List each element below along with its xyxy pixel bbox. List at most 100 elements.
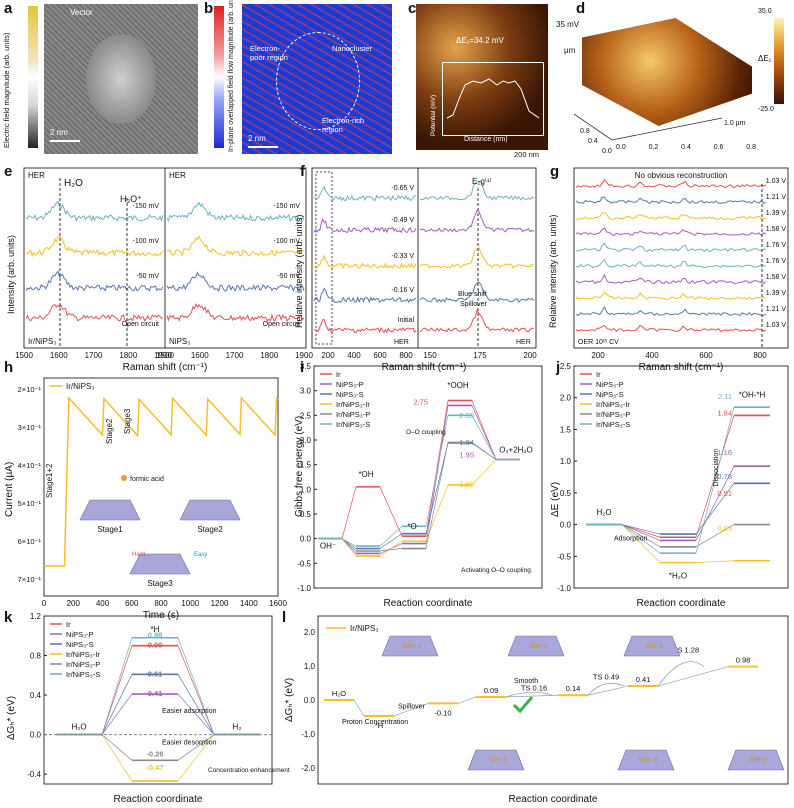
series-line-f-left	[313, 185, 417, 202]
xtick-h: 1200	[211, 599, 229, 608]
state-label-i: *OOH	[447, 381, 469, 390]
ytick-i: -0.5	[297, 559, 311, 568]
series-label-e-right: -50 mV	[277, 273, 300, 280]
scale-bar-a	[50, 140, 80, 142]
connector-j	[695, 560, 735, 563]
xtick-g: 800	[753, 351, 767, 360]
state-label-i: *O	[407, 522, 416, 531]
connector-i	[471, 459, 497, 486]
panel-label-h: h	[4, 359, 13, 376]
xlabel-h: Time (s)	[143, 610, 179, 621]
panel-b: b In-plane overlapped field flow magnitu…	[200, 0, 400, 156]
ytick-k: -0.4	[27, 770, 41, 779]
connector-l	[393, 703, 429, 717]
connector-j	[695, 483, 735, 535]
xlabel-f: Raman shift (cm⁻¹)	[382, 362, 467, 373]
series-line-g	[575, 227, 767, 237]
ytick-i: 2.0	[300, 436, 312, 445]
series-label-g: 1.58 V	[766, 274, 787, 281]
plot-frame-g	[573, 167, 789, 349]
xlabel-i: Reaction coordinate	[384, 598, 473, 609]
xtick-h: 400	[96, 599, 110, 608]
scale-label-b: 2 nm	[248, 134, 266, 143]
note-l-spillover: Spillover	[398, 704, 426, 711]
panel-label-c: c	[408, 0, 417, 17]
state-label-i: *OH	[358, 470, 373, 479]
series-label-f: -0.49 V	[391, 217, 414, 224]
z-unit-label: µm	[564, 46, 576, 55]
xtick-e: 1500	[156, 351, 174, 360]
xtick-f: 400	[347, 351, 361, 360]
legend-label-j: Ir/NiPS₃-P	[596, 410, 630, 419]
xtick-e: 1900	[154, 351, 172, 360]
panel-label-i: i	[300, 359, 304, 376]
connector-k	[101, 645, 133, 735]
legend-label-k: NiPS₃-P	[66, 630, 94, 639]
site-model-l	[507, 635, 565, 657]
xtick-e: 1500	[15, 351, 33, 360]
ytick-k: 0.4	[30, 691, 42, 700]
connector-i	[379, 526, 403, 547]
xtick-f: 800	[399, 351, 413, 360]
series-line-g	[575, 179, 767, 188]
series-label-e-right: -150 mV	[274, 203, 301, 210]
corner-bottom-g: OER 10ᵗʰ CV	[578, 339, 619, 346]
ytick-h: 5×10⁻¹	[18, 499, 42, 508]
annotation-f-spillover: Spillover	[460, 301, 488, 308]
value-label-k: -0.47	[146, 763, 163, 772]
value-label-i: 1.94	[459, 438, 474, 447]
point-label-l: H₂O	[332, 689, 346, 698]
xtick-h: 800	[154, 599, 168, 608]
formic-acid-icon	[121, 475, 127, 481]
connector-i	[471, 442, 497, 461]
d-xtick: 0.2	[648, 144, 659, 151]
point-label-l: 0.41	[636, 675, 651, 684]
xtick-h: 200	[67, 599, 81, 608]
value-label-j: 0.78	[717, 472, 732, 481]
connector-i	[471, 405, 497, 460]
series-label-g: 1.76 V	[766, 242, 787, 249]
site-label-l: Site-2	[489, 757, 507, 764]
site-label-l: Site-5	[645, 643, 663, 650]
value-label-k: 0.90	[148, 641, 163, 650]
series-label-e-left: Open circuit	[122, 321, 159, 328]
ytick-k: 0.8	[30, 652, 42, 661]
ytick-j: 2.5	[560, 362, 572, 371]
connector-j	[621, 524, 661, 563]
site-model-l	[727, 749, 785, 771]
panel-label-j: j	[555, 359, 560, 376]
plot-frame-l	[317, 615, 789, 785]
kpfm-image-c: ΔE₁=34.2 mV Distance (nm) Potential (mV)	[416, 4, 548, 150]
ytick-k: 0.0	[30, 731, 42, 740]
series-line-e-left	[25, 269, 164, 292]
series-line-f-left	[313, 319, 417, 334]
series-line-f-right	[419, 309, 535, 333]
d-ytick-2: 0.4	[588, 138, 598, 145]
xtick-e: 1700	[226, 351, 244, 360]
corner-bottom-e-right: NiPS₃	[169, 337, 190, 346]
cluster-region	[86, 34, 156, 124]
corner-top-e-right: HER	[169, 171, 186, 180]
ts-curve-l	[657, 661, 705, 687]
series-label-g: 1.39 V	[766, 210, 787, 217]
connector-j	[695, 415, 735, 538]
axes-d	[573, 113, 723, 141]
note-k-desorption: Easier desorption	[162, 739, 217, 746]
dashed-box-f	[315, 171, 333, 345]
ytick-j: 0.5	[560, 489, 572, 498]
panel-label-e: e	[4, 163, 12, 180]
colorbar-d-top: 35.0	[758, 8, 772, 15]
site-model-l	[381, 635, 439, 657]
connector-i	[425, 400, 449, 537]
series-line-g	[575, 212, 767, 221]
ylabel-g: Relative intensity (arb. units)	[548, 214, 558, 328]
panel-c: c ΔE₁=34.2 mV Distance (nm) Potential (m…	[402, 0, 552, 160]
note-k-adsorption: Easier adsorption	[162, 708, 217, 715]
legend-label-j: Ir/NiPS₃-Ir	[596, 400, 630, 409]
label-h-stage-model: Stage2	[197, 525, 223, 534]
d-ytick-4: 0.8	[580, 128, 590, 135]
colorbar-a	[28, 6, 38, 148]
label-h-stage12: Stage1+2	[45, 463, 54, 498]
site-label-l: Site-3	[529, 643, 547, 650]
